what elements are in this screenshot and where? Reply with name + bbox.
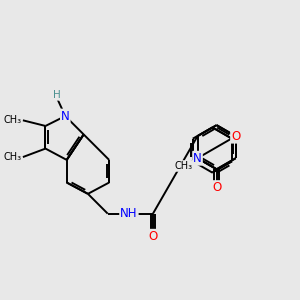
Text: NH: NH bbox=[120, 207, 138, 220]
Text: N: N bbox=[193, 152, 202, 165]
Text: CH₃: CH₃ bbox=[3, 152, 21, 162]
Text: O: O bbox=[212, 181, 221, 194]
Text: N: N bbox=[61, 110, 70, 123]
Text: CH₃: CH₃ bbox=[3, 115, 21, 125]
Text: H: H bbox=[53, 90, 61, 100]
Text: O: O bbox=[231, 130, 240, 142]
Text: CH₃: CH₃ bbox=[175, 161, 193, 171]
Text: O: O bbox=[148, 230, 158, 243]
